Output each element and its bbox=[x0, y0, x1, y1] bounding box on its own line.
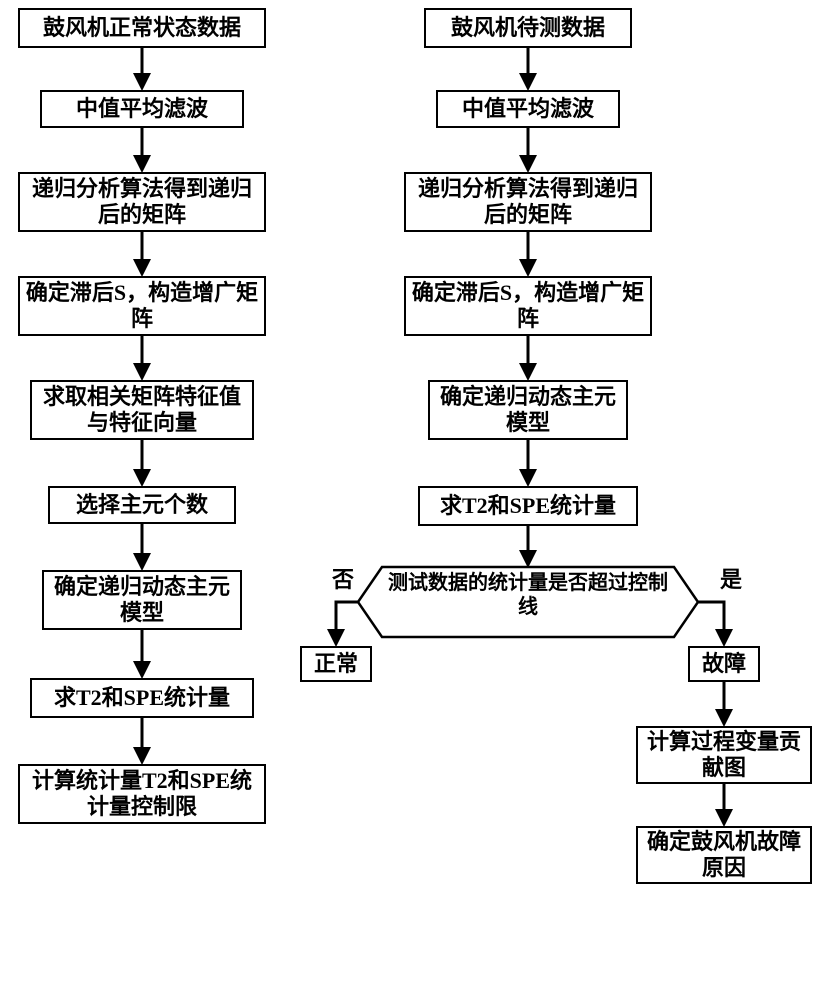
decision-branch-arrow-0 bbox=[336, 602, 358, 644]
decision-branch-arrow-1 bbox=[698, 602, 724, 644]
result-box-contrib: 计算过程变量贡献图 bbox=[636, 726, 812, 784]
left-box-l3-label: 递归分析算法得到递归后的矩阵 bbox=[24, 176, 260, 229]
left-box-l1: 鼓风机正常状态数据 bbox=[18, 8, 266, 48]
left-box-l7: 确定递归动态主元模型 bbox=[42, 570, 242, 630]
result-box-fault: 故障 bbox=[688, 646, 760, 682]
right-box-r3-label: 递归分析算法得到递归后的矩阵 bbox=[410, 176, 646, 229]
left-box-l9: 计算统计量T2和SPE统计量控制限 bbox=[18, 764, 266, 824]
right-box-r4: 确定滞后S，构造增广矩阵 bbox=[404, 276, 652, 336]
result-box-normal-label: 正常 bbox=[314, 651, 358, 677]
result-box-cause: 确定鼓风机故障原因 bbox=[636, 826, 812, 884]
left-box-l2: 中值平均滤波 bbox=[40, 90, 244, 128]
left-box-l3: 递归分析算法得到递归后的矩阵 bbox=[18, 172, 266, 232]
left-box-l1-label: 鼓风机正常状态数据 bbox=[43, 15, 241, 41]
left-box-l4-label: 确定滞后S，构造增广矩阵 bbox=[24, 280, 260, 333]
right-box-r3: 递归分析算法得到递归后的矩阵 bbox=[404, 172, 652, 232]
result-box-normal: 正常 bbox=[300, 646, 372, 682]
right-box-r6: 求T2和SPE统计量 bbox=[418, 486, 638, 526]
right-box-r1-label: 鼓风机待测数据 bbox=[451, 15, 605, 41]
left-box-l9-label: 计算统计量T2和SPE统计量控制限 bbox=[24, 768, 260, 821]
right-box-r2-label: 中值平均滤波 bbox=[462, 96, 594, 122]
left-box-l6: 选择主元个数 bbox=[48, 486, 236, 524]
left-box-l5-label: 求取相关矩阵特征值与特征向量 bbox=[36, 384, 248, 437]
right-box-r5: 确定递归动态主元模型 bbox=[428, 380, 628, 440]
left-box-l4: 确定滞后S，构造增广矩阵 bbox=[18, 276, 266, 336]
left-box-l8-label: 求T2和SPE统计量 bbox=[54, 685, 230, 711]
decision-no-label: 否 bbox=[332, 562, 354, 594]
left-box-l8: 求T2和SPE统计量 bbox=[30, 678, 254, 718]
left-box-l6-label: 选择主元个数 bbox=[76, 492, 208, 518]
result-box-fault-label: 故障 bbox=[702, 651, 746, 677]
result-box-contrib-label: 计算过程变量贡献图 bbox=[642, 729, 806, 782]
right-box-r4-label: 确定滞后S，构造增广矩阵 bbox=[410, 280, 646, 333]
right-box-r2: 中值平均滤波 bbox=[436, 90, 620, 128]
decision-yes-label: 是 bbox=[720, 562, 742, 594]
decision-label: 测试数据的统计量是否超过控制线 bbox=[388, 571, 668, 619]
left-box-l5: 求取相关矩阵特征值与特征向量 bbox=[30, 380, 254, 440]
right-box-r6-label: 求T2和SPE统计量 bbox=[440, 493, 616, 519]
result-box-cause-label: 确定鼓风机故障原因 bbox=[642, 829, 806, 882]
left-box-l2-label: 中值平均滤波 bbox=[76, 96, 208, 122]
left-box-l7-label: 确定递归动态主元模型 bbox=[48, 574, 236, 627]
right-box-r5-label: 确定递归动态主元模型 bbox=[434, 384, 622, 437]
right-box-r1: 鼓风机待测数据 bbox=[424, 8, 632, 48]
